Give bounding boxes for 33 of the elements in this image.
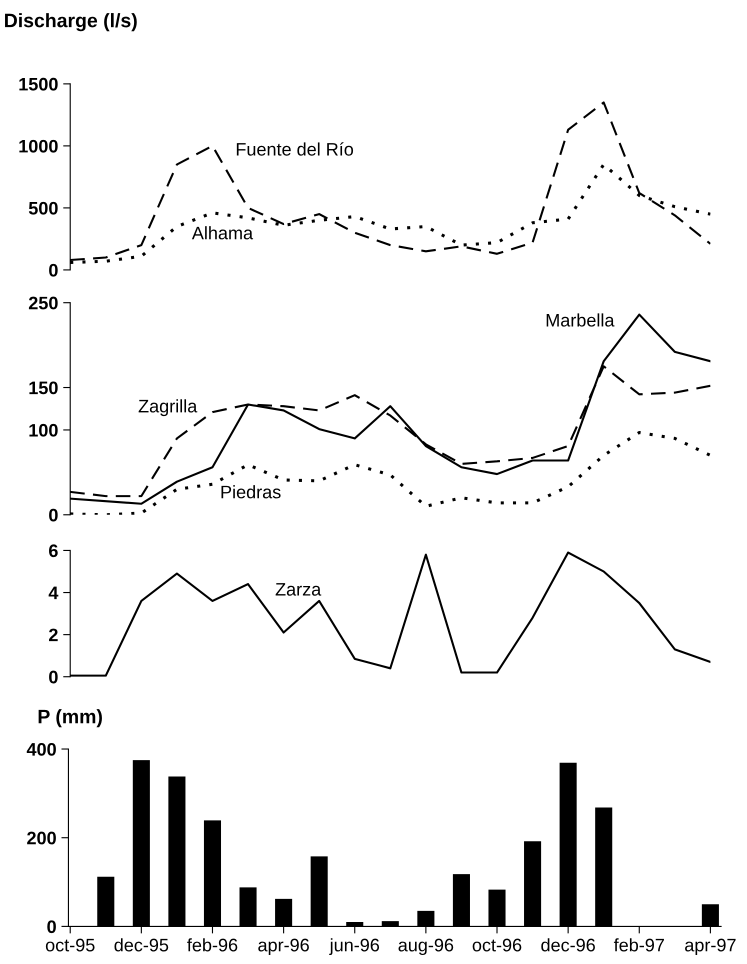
series-label: Zarza (276, 583, 322, 596)
y-tick-label: 400 (26, 742, 56, 756)
y-tick-label: 100 (29, 424, 58, 437)
y-tick-label: 0 (49, 670, 58, 684)
x-tick-label: apr-97 (685, 938, 736, 956)
x-tick-label: feb-97 (614, 938, 664, 952)
y-tick-label: 0 (47, 920, 56, 934)
x-tick-label: feb-96 (187, 938, 238, 952)
x-tick-label: apr-96 (258, 938, 309, 956)
series-label: Marbella (546, 313, 614, 327)
x-tick-label: oct-95 (46, 938, 95, 952)
y-tick-label: 0 (49, 264, 58, 277)
x-tick-label: dec-95 (114, 938, 168, 952)
y-tick-label: 6 (49, 544, 58, 558)
y-tick-label: 500 (28, 202, 58, 215)
x-tick-label: aug-96 (398, 938, 454, 956)
y-tick-label: 2 (49, 628, 58, 642)
y-tick-label: 1500 (19, 78, 58, 91)
series-label: Piedras (222, 485, 281, 498)
x-tick-label: jun-96 (329, 938, 380, 956)
x-tick-label: dec-96 (541, 938, 595, 952)
series-label: Alhama (192, 226, 254, 240)
y-tick-label: 4 (48, 586, 58, 600)
y-tick-label: 1000 (19, 140, 58, 153)
y-tick-label: 150 (29, 381, 58, 394)
y-tick-label: 250 (28, 296, 58, 310)
y-tick-label: 200 (27, 832, 56, 844)
y-axis-title: P (mm) (38, 709, 102, 728)
y-tick-label: 0 (49, 508, 58, 522)
y-axis-title: Discharge (l/s) (5, 13, 137, 32)
series-label: Zagrilla (138, 399, 198, 416)
x-tick-label: oct-96 (472, 938, 522, 952)
series-label: Fuente del Río (236, 142, 354, 156)
